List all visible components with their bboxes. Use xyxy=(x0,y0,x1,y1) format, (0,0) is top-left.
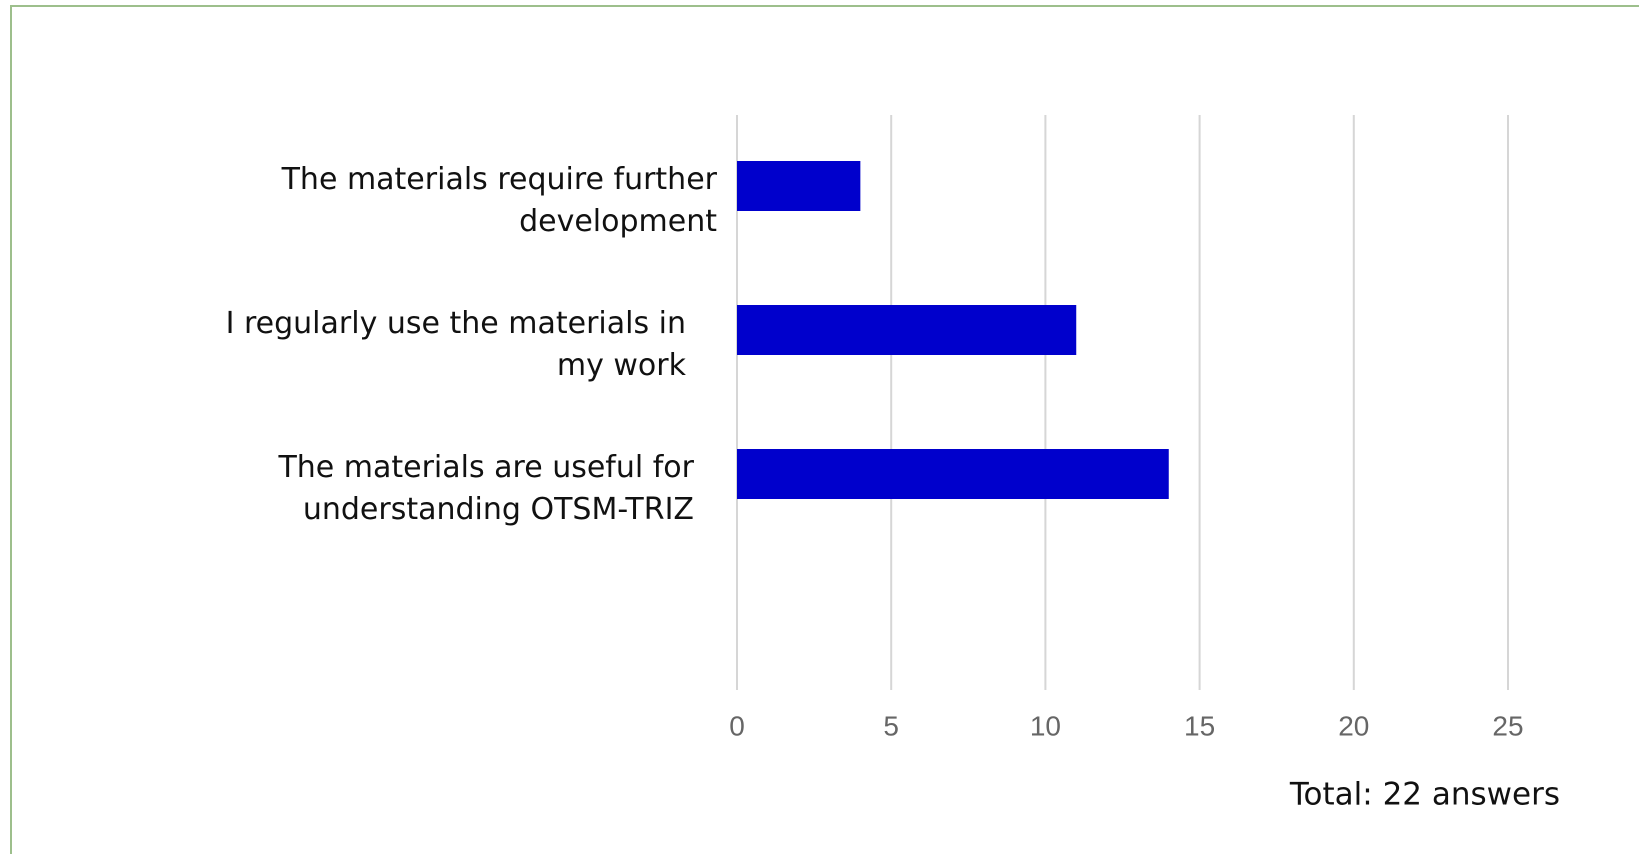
y-tick-label: I regularly use the materials in my work xyxy=(225,306,686,383)
annotation: Total: 22 answers xyxy=(1289,777,1560,813)
x-tick-label: 10 xyxy=(1030,710,1061,741)
y-tick-label: The materials require further developmen… xyxy=(281,162,717,239)
x-tick-label: 5 xyxy=(883,710,899,741)
bar xyxy=(737,449,1169,499)
x-tick-label: 25 xyxy=(1492,710,1523,741)
y-tick-label: The materials are useful for understandi… xyxy=(278,450,694,527)
x-tick-label: 15 xyxy=(1184,710,1215,741)
x-tick-label: 0 xyxy=(729,710,745,741)
bar xyxy=(737,161,861,211)
x-tick-label: 20 xyxy=(1338,710,1369,741)
bar xyxy=(737,305,1077,355)
frame xyxy=(10,5,1639,854)
